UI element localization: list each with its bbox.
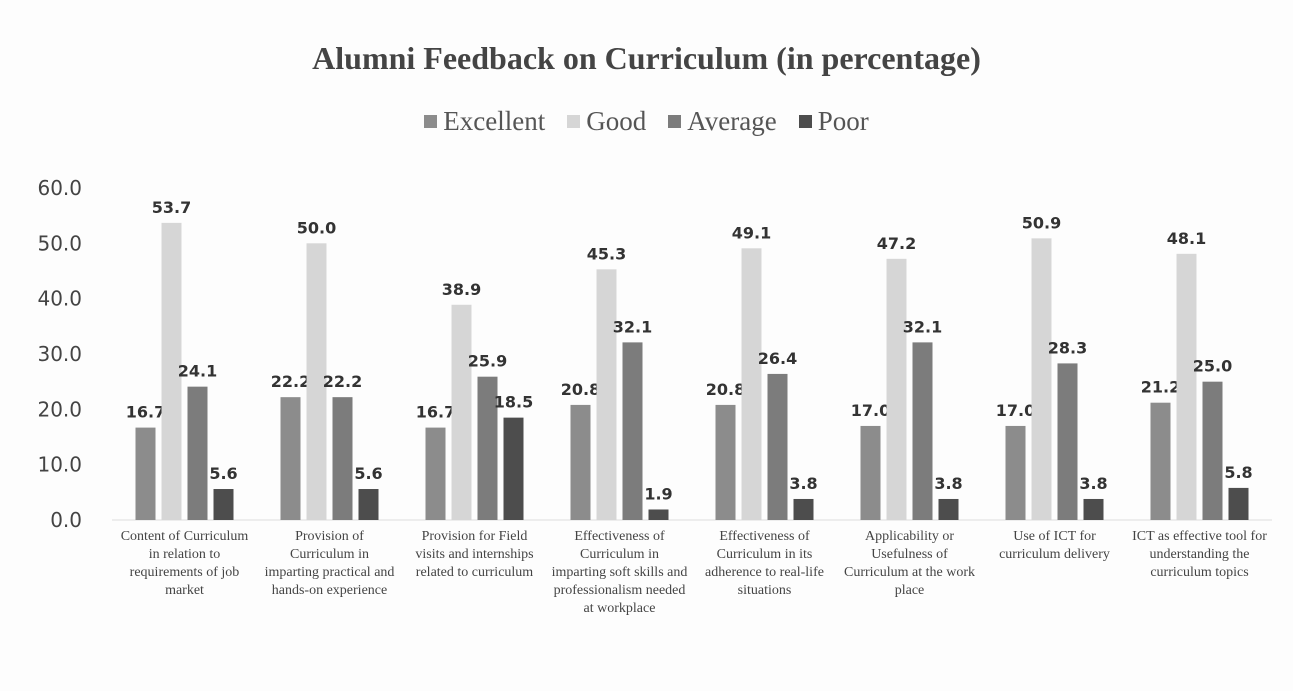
x-tick-label: Use of ICT for curriculum delivery (999, 529, 1110, 562)
data-label: 45.3 (587, 244, 626, 263)
x-tick-label: Effectiveness of Curriculum in its adher… (705, 529, 824, 598)
x-tick-label: Applicability or Usefulness of Curriculu… (843, 529, 976, 598)
legend-item: Average (668, 106, 777, 137)
data-label: 1.9 (644, 484, 672, 503)
data-label: 21.2 (1141, 378, 1180, 397)
bar (741, 248, 762, 520)
legend-swatch (798, 115, 812, 128)
data-label: 32.1 (613, 317, 652, 336)
x-tick-label: ICT as effective tool for understanding … (1132, 529, 1267, 580)
y-tick-label: 20.0 (37, 397, 82, 421)
bar (622, 342, 643, 520)
bar (793, 498, 814, 520)
data-label: 47.2 (877, 234, 916, 253)
x-tick-label: Content of Curriculum in relation to req… (120, 529, 249, 598)
data-label: 48.1 (1167, 229, 1206, 248)
data-label: 25.0 (1193, 357, 1232, 376)
data-label: 16.7 (416, 403, 455, 422)
data-label: 32.1 (903, 317, 942, 336)
data-label: 17.0 (996, 401, 1035, 420)
bar (1150, 402, 1171, 520)
legend: Excellent Good Average Poor (0, 106, 1293, 137)
bar (648, 509, 669, 520)
x-tick-label: Provision of Curriculum in imparting pra… (264, 529, 395, 598)
bar (425, 427, 446, 520)
bar (477, 376, 498, 520)
data-label: 50.9 (1022, 213, 1061, 232)
bar (503, 417, 524, 520)
bar (1202, 381, 1223, 520)
bar (1031, 238, 1052, 520)
bar (306, 243, 327, 521)
x-tick-label: Effectiveness of Curriculum in imparting… (551, 529, 688, 616)
bar (570, 404, 591, 520)
x-tick-label: Provision for Field visits and internshi… (415, 529, 534, 580)
data-label: 24.1 (178, 362, 217, 381)
data-label: 20.8 (706, 380, 745, 399)
legend-label: Average (687, 106, 777, 136)
legend-label: Poor (817, 106, 869, 136)
y-tick-label: 50.0 (37, 231, 82, 255)
bar (1228, 487, 1249, 520)
bar (451, 304, 472, 520)
legend-item: Good (567, 106, 646, 137)
bar (767, 373, 788, 520)
bar (938, 498, 959, 520)
data-label: 5.6 (354, 464, 382, 483)
data-label: 3.8 (789, 474, 817, 493)
data-label: 17.0 (851, 401, 890, 420)
data-label: 49.1 (732, 223, 771, 242)
bar (161, 222, 182, 521)
bar (715, 404, 736, 520)
y-tick-label: 0.0 (50, 508, 82, 532)
legend-item: Poor (798, 106, 869, 137)
bar (332, 397, 353, 520)
bar (358, 489, 379, 520)
y-tick-label: 60.0 (37, 176, 82, 200)
y-tick-label: 10.0 (37, 453, 82, 477)
data-label: 50.0 (297, 218, 336, 237)
legend-label: Good (586, 106, 647, 136)
y-tick-label: 40.0 (37, 287, 82, 311)
data-label: 5.8 (1224, 463, 1252, 482)
legend-swatch (668, 115, 682, 128)
data-label: 25.9 (468, 352, 507, 371)
bar (1176, 253, 1197, 520)
bar (912, 342, 933, 520)
data-label: 26.4 (758, 349, 797, 368)
bar (1083, 498, 1104, 520)
legend-item: Excellent (424, 106, 545, 137)
data-label: 20.8 (561, 380, 600, 399)
data-label: 22.2 (323, 372, 362, 391)
data-label: 53.7 (152, 198, 191, 217)
data-label: 5.6 (209, 464, 237, 483)
bar (213, 489, 234, 520)
bar (860, 425, 881, 520)
data-label: 38.9 (442, 280, 481, 299)
data-label: 28.3 (1048, 338, 1087, 357)
data-label: 16.7 (126, 403, 165, 422)
bar (280, 397, 301, 520)
data-label: 3.8 (934, 474, 962, 493)
data-label: 3.8 (1079, 474, 1107, 493)
bar (135, 427, 156, 520)
legend-swatch (424, 115, 438, 128)
bar (886, 258, 907, 520)
bar (1005, 425, 1026, 520)
data-label: 18.5 (494, 393, 533, 412)
bar (1057, 363, 1078, 520)
legend-label: Excellent (443, 106, 546, 136)
chart-title: Alumni Feedback on Curriculum (in percen… (312, 40, 981, 76)
bar (187, 386, 208, 520)
bar (596, 269, 617, 520)
legend-swatch (567, 115, 581, 128)
data-label: 22.2 (271, 372, 310, 391)
y-tick-label: 30.0 (37, 342, 82, 366)
